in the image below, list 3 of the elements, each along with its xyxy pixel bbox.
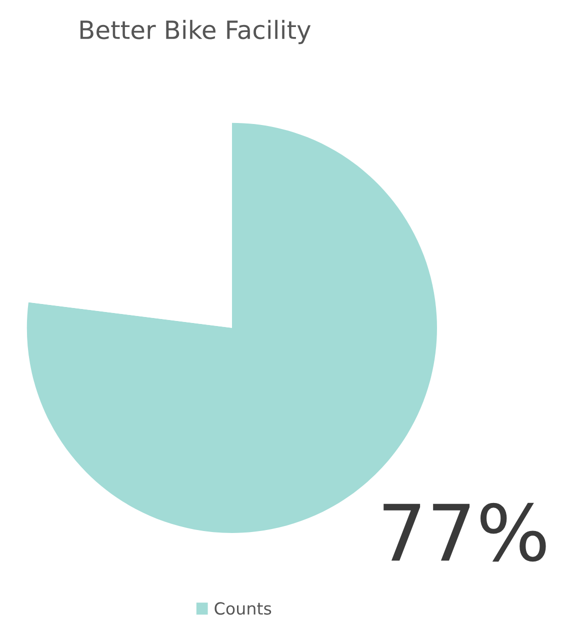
legend-label: Counts [214,602,272,615]
chart-title: Better Bike Facility [80,20,311,44]
data-label: 77% [384,502,546,562]
